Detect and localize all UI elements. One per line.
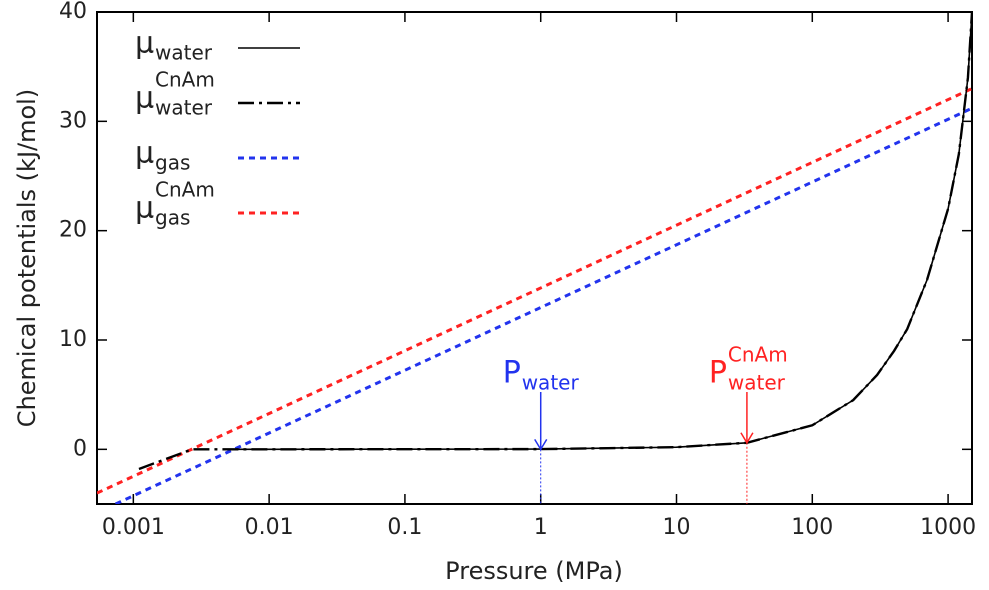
legend-label: μ: [135, 26, 154, 61]
plot-area: [97, 12, 972, 504]
legend-label-sup: CnAm: [155, 68, 215, 92]
annotation-label-sub: water: [522, 371, 580, 395]
legend-label-sub: water: [155, 41, 213, 65]
x-tick-label: 0.01: [245, 515, 294, 540]
x-tick-label: 10: [663, 515, 691, 540]
annotation-arrowhead: [534, 438, 548, 451]
annotation-label-sup: CnAm: [728, 343, 788, 367]
series-line: [233, 12, 972, 451]
y-tick-label: 0: [73, 436, 87, 461]
legend-label-sub: gas: [155, 151, 190, 175]
x-tick-label: 1000: [920, 515, 976, 540]
series-line: [97, 87, 972, 495]
x-tick-label: 0.001: [102, 515, 165, 540]
annotation-label: P: [503, 356, 521, 391]
annotation-label-sub: water: [728, 371, 786, 395]
legend-label-sub: water: [155, 96, 213, 120]
series-line: [138, 12, 972, 471]
legend-label: μ: [135, 136, 154, 171]
annotation-arrowhead: [740, 432, 754, 445]
legend-label-sub: gas: [155, 206, 190, 230]
legend-label: μ: [135, 81, 154, 116]
y-axis-label: Chemical potentials (kJ/mol): [13, 89, 41, 427]
x-axis-label: Pressure (MPa): [445, 557, 623, 585]
series-line: [114, 106, 972, 504]
annotation-label: P: [709, 356, 727, 391]
y-tick-label: 20: [59, 218, 87, 243]
x-tick-label: 0.1: [387, 515, 422, 540]
x-tick-label: 1: [534, 515, 548, 540]
x-tick-label: 100: [791, 515, 833, 540]
y-tick-label: 10: [59, 327, 87, 352]
plot-frame: [96, 11, 973, 505]
y-tick-label: 40: [59, 0, 87, 24]
legend-label-sup: CnAm: [155, 178, 215, 202]
y-tick-label: 30: [59, 108, 87, 133]
legend-label: μ: [135, 191, 154, 226]
